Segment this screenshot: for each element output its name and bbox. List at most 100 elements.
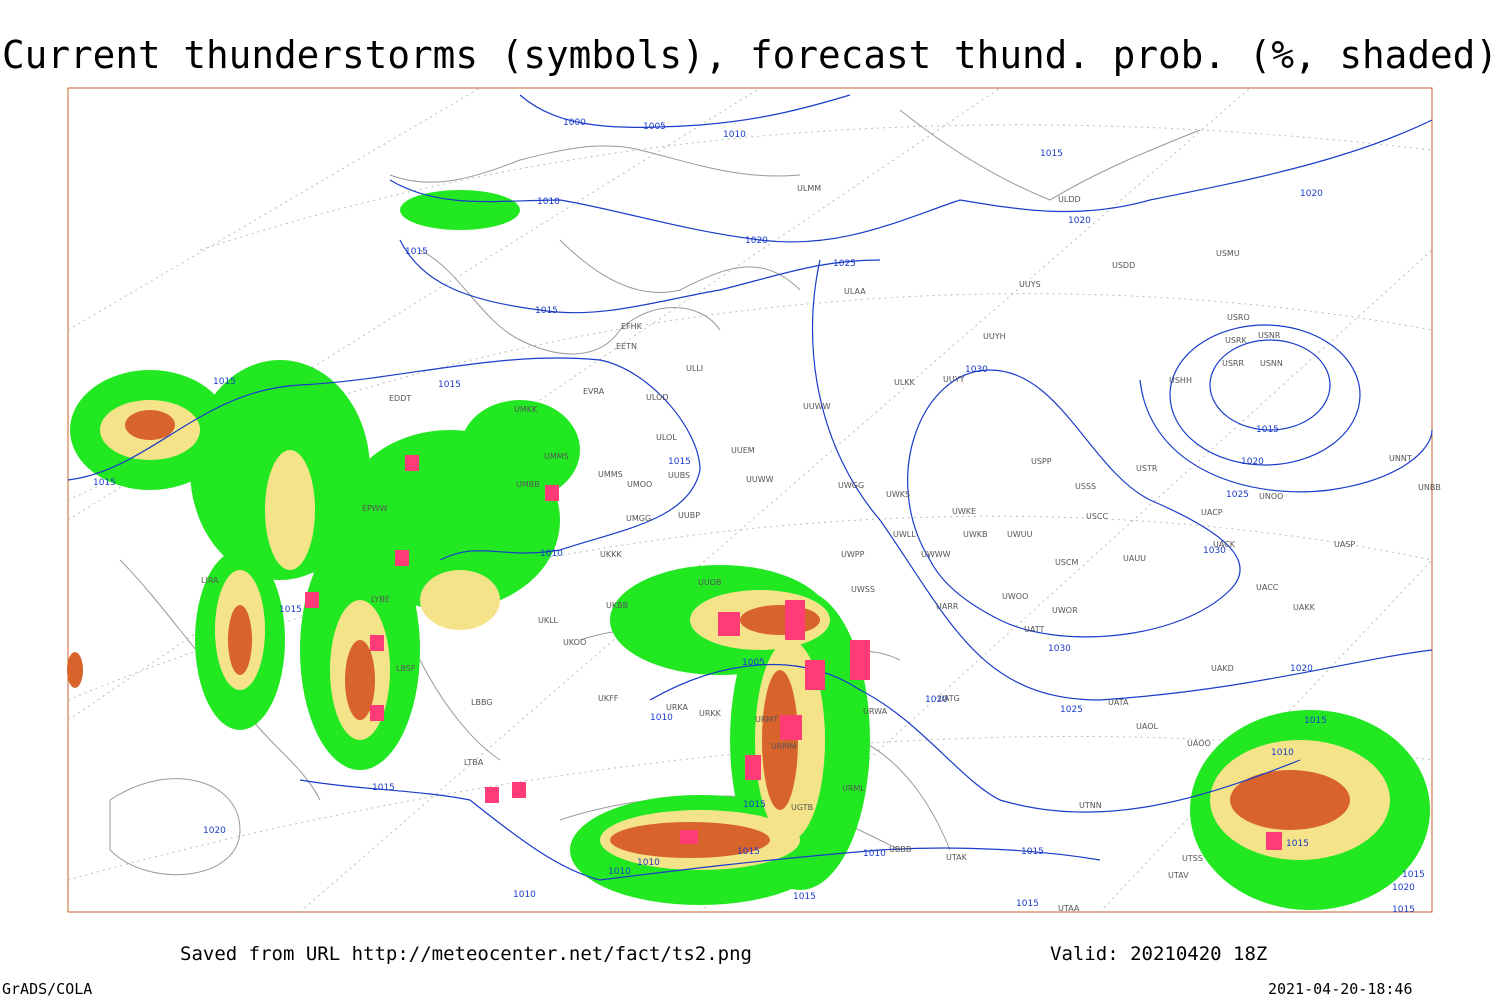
storm-symbol xyxy=(718,612,740,636)
storm-symbol xyxy=(305,592,319,608)
storm-symbol xyxy=(780,715,802,740)
station-label: UTNN xyxy=(1079,801,1102,810)
station-label: UTSS xyxy=(1182,854,1203,863)
isobar-label: 1015 xyxy=(372,783,395,793)
station-label: ULAA xyxy=(844,287,866,296)
isobar-label: 1020 xyxy=(1300,189,1323,199)
station-label: URML xyxy=(842,784,865,793)
storm-symbol xyxy=(485,787,499,803)
title: Current thunderstorms (symbols), forecas… xyxy=(2,33,1498,77)
station-label: UMKK xyxy=(514,405,538,414)
station-label: USDD xyxy=(1112,261,1135,270)
isobar-label: 1010 xyxy=(608,867,631,877)
station-label: UTAA xyxy=(1058,904,1080,913)
station-label: UWGG xyxy=(838,481,864,490)
station-label: UNOO xyxy=(1259,492,1283,501)
station-label: LBSF xyxy=(396,664,416,673)
station-label: ULDD xyxy=(1058,195,1081,204)
station-label: UUYS xyxy=(1019,280,1041,289)
station-label: UATG xyxy=(938,694,960,703)
isobar-label: 1025 xyxy=(1226,490,1249,500)
station-label: UMMS xyxy=(544,452,569,461)
isobar xyxy=(1209,339,1331,431)
station-label: UUYH xyxy=(983,332,1006,341)
station-label: EPWW xyxy=(362,504,388,513)
station-label: UMBB xyxy=(516,480,540,489)
station-label: URMT xyxy=(755,715,778,724)
station-label: UMOO xyxy=(627,480,652,489)
station-label: UWLL xyxy=(893,530,916,539)
isobar-label: 1010 xyxy=(540,549,563,559)
shade-area xyxy=(460,400,580,500)
station-label: UKOO xyxy=(563,638,586,647)
storm-symbol xyxy=(745,755,761,780)
storm-symbol xyxy=(370,705,384,721)
isobar-label: 1010 xyxy=(537,197,560,207)
station-label: UAOO xyxy=(1187,739,1211,748)
station-label: ULLI xyxy=(686,364,703,373)
station-label: UATT xyxy=(1024,625,1044,634)
shade-area xyxy=(345,640,375,720)
station-label: UARR xyxy=(936,602,959,611)
shade-area xyxy=(125,410,175,440)
station-label: USCC xyxy=(1086,512,1109,521)
station-label: UNNT xyxy=(1389,454,1412,463)
map-labels: 1000 1005 1010 1010 1015 1015 1020 1025 1015 1020… xyxy=(93,118,1441,915)
station-label: UWKS xyxy=(886,490,910,499)
station-label: UBBB xyxy=(889,845,911,854)
shade-area xyxy=(400,190,520,230)
isobar-label: 1010 xyxy=(723,130,746,140)
isobar-label: 1015 xyxy=(1016,899,1039,909)
isobar-label: 1010 xyxy=(637,858,660,868)
station-label: ULKK xyxy=(894,378,916,387)
isobar-label: 1005 xyxy=(643,122,666,132)
isobar-label: 1015 xyxy=(213,377,236,387)
station-label: UMMS xyxy=(598,470,623,479)
station-label: USSS xyxy=(1075,482,1096,491)
isobar-label: 1000 xyxy=(563,118,586,128)
isobars xyxy=(67,94,1433,881)
station-label: UWKE xyxy=(952,507,976,516)
storm-symbol xyxy=(512,782,526,798)
isobar-label: 1030 xyxy=(1203,546,1226,556)
isobar-label: 1015 xyxy=(1304,716,1327,726)
storm-symbol xyxy=(680,830,698,844)
isobar-label: 1020 xyxy=(745,236,768,246)
station-label: UWUU xyxy=(1007,530,1033,539)
storm-symbol xyxy=(1266,832,1282,850)
sea xyxy=(109,778,241,876)
station-label: UASP xyxy=(1334,540,1355,549)
station-label: USNR xyxy=(1258,331,1281,340)
isobar-label: 1015 xyxy=(279,605,302,615)
isobar-label: 1010 xyxy=(1271,748,1294,758)
station-label: EVRA xyxy=(583,387,605,396)
station-label: LYBE xyxy=(371,595,390,604)
isobar-label: 1010 xyxy=(863,849,886,859)
station-label: UAKD xyxy=(1211,664,1234,673)
station-label: USMU xyxy=(1216,249,1240,258)
storm-symbol xyxy=(545,485,559,501)
source-url: Saved from URL http://meteocenter.net/fa… xyxy=(180,943,752,965)
shade-area xyxy=(1230,770,1350,830)
isobar xyxy=(1139,379,1433,493)
isobar-label: 1015 xyxy=(1021,847,1044,857)
isobar xyxy=(299,779,1101,881)
isobar-label: 1015 xyxy=(535,306,558,316)
isobar-label: 1015 xyxy=(1392,905,1415,915)
station-label: ULOL xyxy=(656,433,677,442)
isobar-label: 1015 xyxy=(743,800,766,810)
isobar-label: 1015 xyxy=(1286,839,1309,849)
station-label: USCM xyxy=(1055,558,1079,567)
station-label: ULMM xyxy=(797,184,821,193)
station-label: UWOO xyxy=(1002,592,1028,601)
station-label: UKBB xyxy=(606,601,628,610)
isobar-label: 1020 xyxy=(925,695,948,705)
shade-area xyxy=(67,652,83,688)
isobar xyxy=(1169,324,1361,466)
station-label: UUEM xyxy=(731,446,755,455)
station-label: USHH xyxy=(1169,376,1192,385)
isobar-label: 1020 xyxy=(1241,457,1264,467)
station-label: UGTB xyxy=(791,803,813,812)
station-label: UUYY xyxy=(943,375,965,384)
storm-symbol xyxy=(850,640,870,680)
